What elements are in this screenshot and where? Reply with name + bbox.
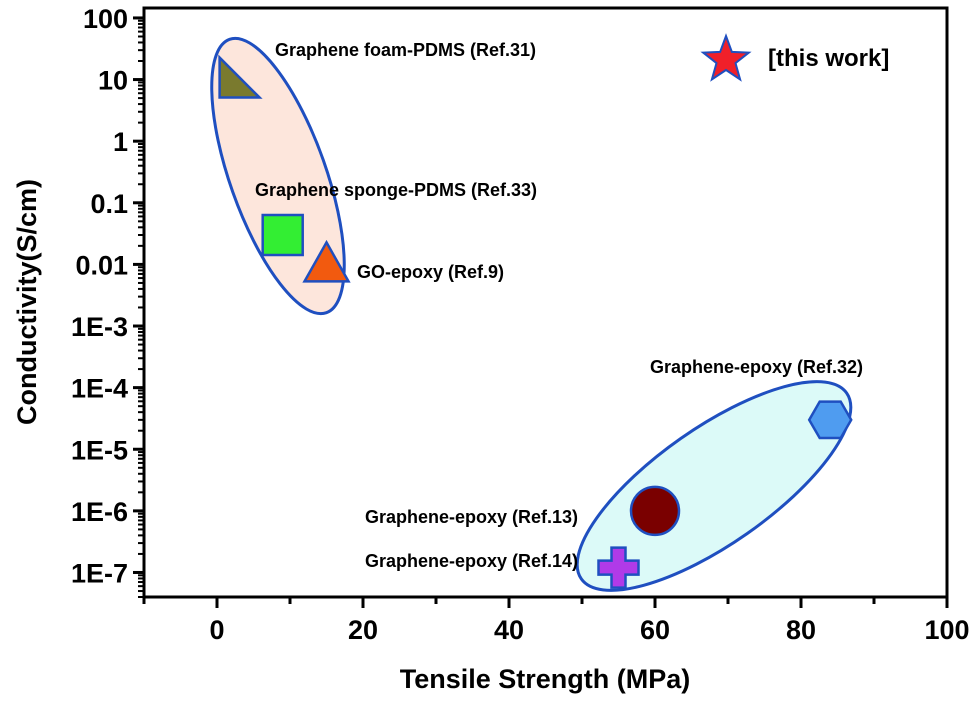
y-tick-label: 1E-7: [71, 558, 128, 588]
legend-star-marker: [700, 33, 752, 82]
y-tick-label: 0.01: [75, 250, 128, 280]
annotation-ref32: Graphene-epoxy (Ref.32): [650, 357, 863, 377]
y-tick-label: 1: [113, 127, 128, 157]
data-points: [218, 54, 853, 589]
y-axis-title: Conductivity(S/cm): [12, 179, 42, 425]
point-circle: [629, 485, 681, 537]
legend-label: [this work]: [768, 45, 889, 72]
y-tick-label: 1E-5: [71, 435, 128, 465]
x-tick-label: 0: [209, 615, 224, 645]
x-tick-label: 60: [640, 615, 670, 645]
annotation-ref33: Graphene sponge-PDMS (Ref.33): [255, 180, 537, 200]
x-tick-label: 100: [924, 615, 969, 645]
point-hexagon: [807, 400, 853, 440]
plot-frame: [142, 6, 949, 599]
legend: [this work]: [700, 33, 889, 82]
point-square: [261, 213, 304, 257]
group-ellipses: [210, 36, 853, 592]
point-triangle: [302, 239, 351, 283]
annotation-ref14: Graphene-epoxy (Ref.14): [365, 551, 578, 571]
y-tick-label: 1E-6: [71, 497, 128, 527]
tick-labels: 0 20 40 60 80 100 100 10 1 0.1 0.01 1E-3 1E-4 1E-5 1E-…: [71, 4, 970, 645]
y-tick-label: 100: [83, 4, 128, 34]
y-tick-label: 1E-4: [71, 374, 128, 404]
x-axis-title: Tensile Strength (MPa): [400, 664, 691, 694]
x-tick-label: 20: [348, 615, 378, 645]
y-tick-label: 1E-3: [71, 312, 128, 342]
group-ellipse-2: [575, 380, 853, 592]
point-plus: [597, 546, 640, 589]
point-right-triangle: [218, 54, 263, 99]
annotation-ref9: GO-epoxy (Ref.9): [357, 262, 504, 282]
annotation-ref13: Graphene-epoxy (Ref.13): [365, 507, 578, 527]
x-tick-label: 80: [786, 615, 816, 645]
group-ellipse-1: [210, 36, 346, 316]
y-tick-label: 0.1: [90, 189, 128, 219]
annotation-ref31: Graphene foam-PDMS (Ref.31): [275, 40, 536, 60]
x-tick-label: 40: [494, 615, 524, 645]
y-tick-label: 10: [98, 66, 128, 96]
